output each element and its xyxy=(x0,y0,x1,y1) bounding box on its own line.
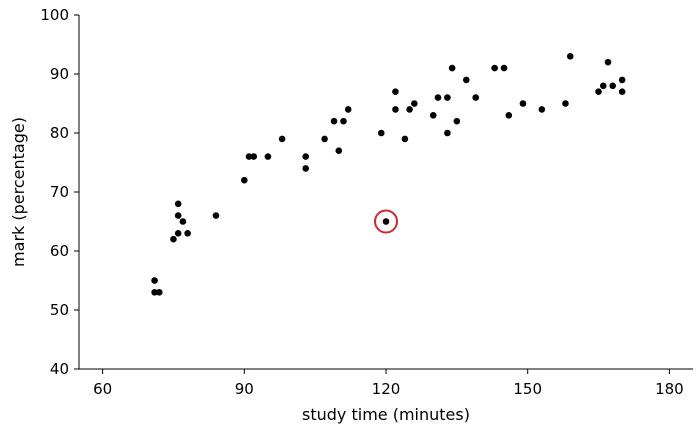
data-point xyxy=(392,88,399,95)
data-point xyxy=(321,135,328,143)
data-point xyxy=(392,106,399,113)
data-point xyxy=(184,230,191,237)
x-tick-label: 150 xyxy=(513,380,542,398)
highlight-ring xyxy=(374,209,398,234)
data-point xyxy=(444,94,451,101)
data-point xyxy=(566,53,574,60)
data-point xyxy=(241,176,248,184)
y-tick-label: 50 xyxy=(50,301,69,319)
y-tick-label: 60 xyxy=(50,242,69,260)
data-point xyxy=(377,129,385,137)
data-point xyxy=(174,212,182,219)
x-axis-title: study time (minutes) xyxy=(302,405,470,424)
x-tick-label: 120 xyxy=(372,380,401,398)
data-point xyxy=(519,100,527,107)
y-tick-label: 100 xyxy=(40,6,69,24)
data-point xyxy=(411,100,418,107)
data-point xyxy=(264,153,272,160)
data-point xyxy=(302,153,310,160)
data-point xyxy=(302,165,310,172)
data-point xyxy=(340,117,347,125)
data-point xyxy=(174,230,182,237)
x-tick-label: 180 xyxy=(655,380,684,398)
data-point xyxy=(179,218,187,225)
y-axis-title: mark (percentage) xyxy=(9,117,28,267)
plot-area xyxy=(151,53,626,296)
data-point xyxy=(618,88,626,95)
data-point xyxy=(599,82,607,90)
data-point xyxy=(618,76,626,84)
data-point xyxy=(462,76,470,84)
y-tick-label: 80 xyxy=(50,124,69,142)
data-point xyxy=(609,82,617,90)
data-point xyxy=(212,212,220,219)
axes: 60 90 120 150 180 40 50 60 70 80 90 100 xyxy=(40,6,693,398)
data-point xyxy=(278,135,286,143)
data-point xyxy=(500,64,508,72)
data-point xyxy=(250,153,258,160)
data-point xyxy=(335,147,343,154)
data-point xyxy=(155,289,163,296)
data-point xyxy=(595,88,602,95)
data-point xyxy=(429,112,437,119)
data-point xyxy=(174,200,182,208)
data-point xyxy=(472,94,480,101)
data-point xyxy=(151,289,158,296)
data-point xyxy=(406,106,413,113)
x-tick-label: 60 xyxy=(93,380,112,398)
data-point xyxy=(491,64,498,72)
data-point xyxy=(505,112,513,119)
y-tick-label: 40 xyxy=(50,360,69,378)
data-point xyxy=(344,106,352,113)
x-tick-label: 90 xyxy=(235,380,254,398)
data-point xyxy=(401,135,409,143)
data-point xyxy=(562,100,569,107)
data-point xyxy=(453,117,461,125)
y-tick-label: 90 xyxy=(50,65,69,83)
data-point xyxy=(448,64,456,72)
y-tick-label: 70 xyxy=(50,183,69,201)
data-point xyxy=(151,277,158,284)
data-point xyxy=(538,106,546,113)
data-point xyxy=(170,235,177,243)
data-point xyxy=(434,94,442,101)
data-point xyxy=(245,153,253,160)
highlighted-data-point xyxy=(382,218,390,225)
data-point xyxy=(444,129,451,137)
data-point xyxy=(604,58,612,66)
data-point xyxy=(330,117,338,125)
